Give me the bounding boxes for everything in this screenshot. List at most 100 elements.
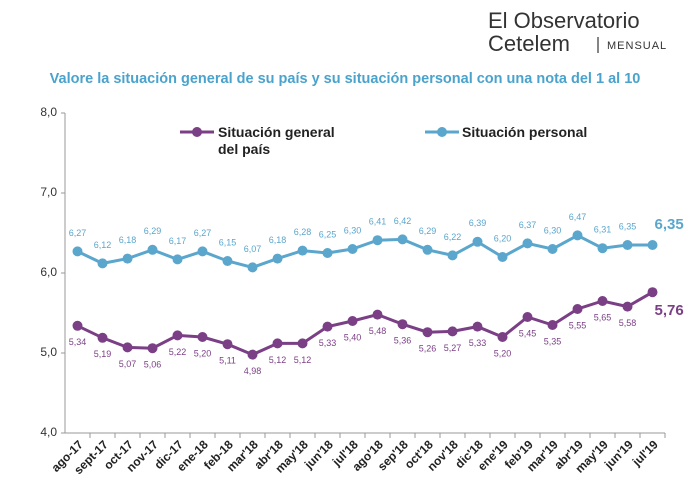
- point: [122, 342, 133, 353]
- data-label: 5,36: [394, 336, 412, 346]
- data-label: 5,27: [444, 343, 462, 353]
- data-label: 6,29: [419, 226, 437, 236]
- point: [197, 246, 208, 257]
- brand-line1: El Observatorio: [488, 8, 640, 33]
- data-label: 6,30: [344, 225, 362, 235]
- point: [422, 244, 433, 255]
- data-label: 5,45: [519, 328, 537, 338]
- point: [397, 319, 408, 330]
- data-label: 5,20: [494, 348, 512, 358]
- data-label: 6,20: [494, 233, 512, 243]
- data-label: 5,20: [194, 348, 212, 358]
- data-label: 6,12: [94, 240, 112, 250]
- data-label: 5,26: [419, 344, 437, 354]
- data-label: 5,58: [619, 318, 637, 328]
- data-label: 6,39: [469, 218, 487, 228]
- data-label: 5,33: [469, 338, 487, 348]
- data-label: 5,22: [169, 347, 187, 357]
- point: [397, 234, 408, 245]
- data-label: 6,30: [544, 225, 562, 235]
- chart-title: Valore la situación general de su país y…: [50, 71, 641, 87]
- data-label: 6,18: [119, 235, 137, 245]
- data-label: 4,98: [244, 366, 262, 376]
- data-label: 6,17: [169, 236, 187, 246]
- data-label: 5,35: [544, 336, 562, 346]
- point: [297, 245, 308, 256]
- point: [522, 238, 533, 249]
- data-label: 5,12: [269, 355, 287, 365]
- data-label: 5,06: [144, 360, 162, 370]
- data-label: 5,34: [69, 337, 87, 347]
- point: [622, 240, 633, 250]
- y-tick-label: 8,0: [40, 105, 57, 119]
- x-tick-label: jun'18: [301, 437, 336, 472]
- point: [422, 327, 433, 338]
- point: [597, 296, 608, 306]
- data-label: 5,33: [319, 338, 337, 348]
- data-label: 6,07: [244, 244, 262, 254]
- point: [147, 244, 158, 255]
- legend-marker: [437, 127, 447, 137]
- data-label: 6,42: [394, 216, 412, 226]
- point: [572, 304, 583, 314]
- data-label: 6,15: [219, 237, 237, 247]
- y-tick-label: 5,0: [40, 345, 57, 359]
- brand-edition: MENSUAL: [607, 40, 667, 52]
- data-label: 6,35: [619, 221, 637, 231]
- point: [322, 321, 333, 332]
- point: [272, 253, 283, 264]
- data-label: 6,41: [369, 217, 387, 227]
- point: [472, 236, 483, 247]
- point: [122, 253, 133, 264]
- point: [372, 309, 383, 320]
- data-label: 5,55: [569, 320, 587, 330]
- series-line: [76, 233, 653, 269]
- point: [222, 256, 233, 266]
- point: [272, 338, 283, 349]
- brand-line2: Cetelem: [488, 31, 570, 56]
- point: [347, 244, 358, 254]
- data-label: 6,22: [444, 232, 462, 242]
- data-label: 6,27: [69, 228, 87, 238]
- point: [447, 326, 458, 337]
- data-label: 6,35: [655, 216, 684, 233]
- data-label: 6,29: [144, 226, 162, 236]
- point: [547, 320, 558, 330]
- data-label: 5,76: [655, 302, 684, 319]
- legend-marker: [192, 127, 202, 137]
- data-label: 6,28: [294, 227, 312, 237]
- data-label: 5,07: [119, 359, 137, 369]
- legend-label: Situación general del país: [218, 124, 335, 157]
- legend-label: Situación personal: [462, 124, 588, 140]
- data-label: 5,48: [369, 326, 387, 336]
- point: [72, 246, 83, 257]
- point: [247, 349, 258, 360]
- data-label: 5,11: [219, 356, 236, 366]
- data-label: 6,37: [519, 220, 537, 230]
- point: [297, 338, 308, 349]
- point: [322, 248, 333, 258]
- x-tick-label: jul'19: [629, 437, 661, 469]
- data-label: 6,18: [269, 235, 287, 245]
- point: [647, 287, 658, 298]
- y-tick-label: 7,0: [40, 185, 57, 199]
- point: [497, 332, 508, 342]
- point: [147, 343, 158, 354]
- point: [247, 262, 258, 273]
- x-tick-label: jun'19: [601, 437, 636, 472]
- series-line: [76, 290, 654, 357]
- data-label: 5,12: [294, 355, 312, 365]
- data-label: 6,31: [594, 225, 612, 235]
- data-label: 5,19: [94, 349, 112, 359]
- point: [197, 332, 208, 342]
- data-label: 5,40: [344, 332, 362, 342]
- y-tick-label: 6,0: [40, 265, 57, 279]
- point: [97, 258, 108, 269]
- y-tick-label: 4,0: [40, 425, 57, 439]
- point: [597, 243, 608, 254]
- data-label: 6,25: [319, 229, 337, 239]
- point: [572, 230, 583, 241]
- point: [347, 316, 358, 326]
